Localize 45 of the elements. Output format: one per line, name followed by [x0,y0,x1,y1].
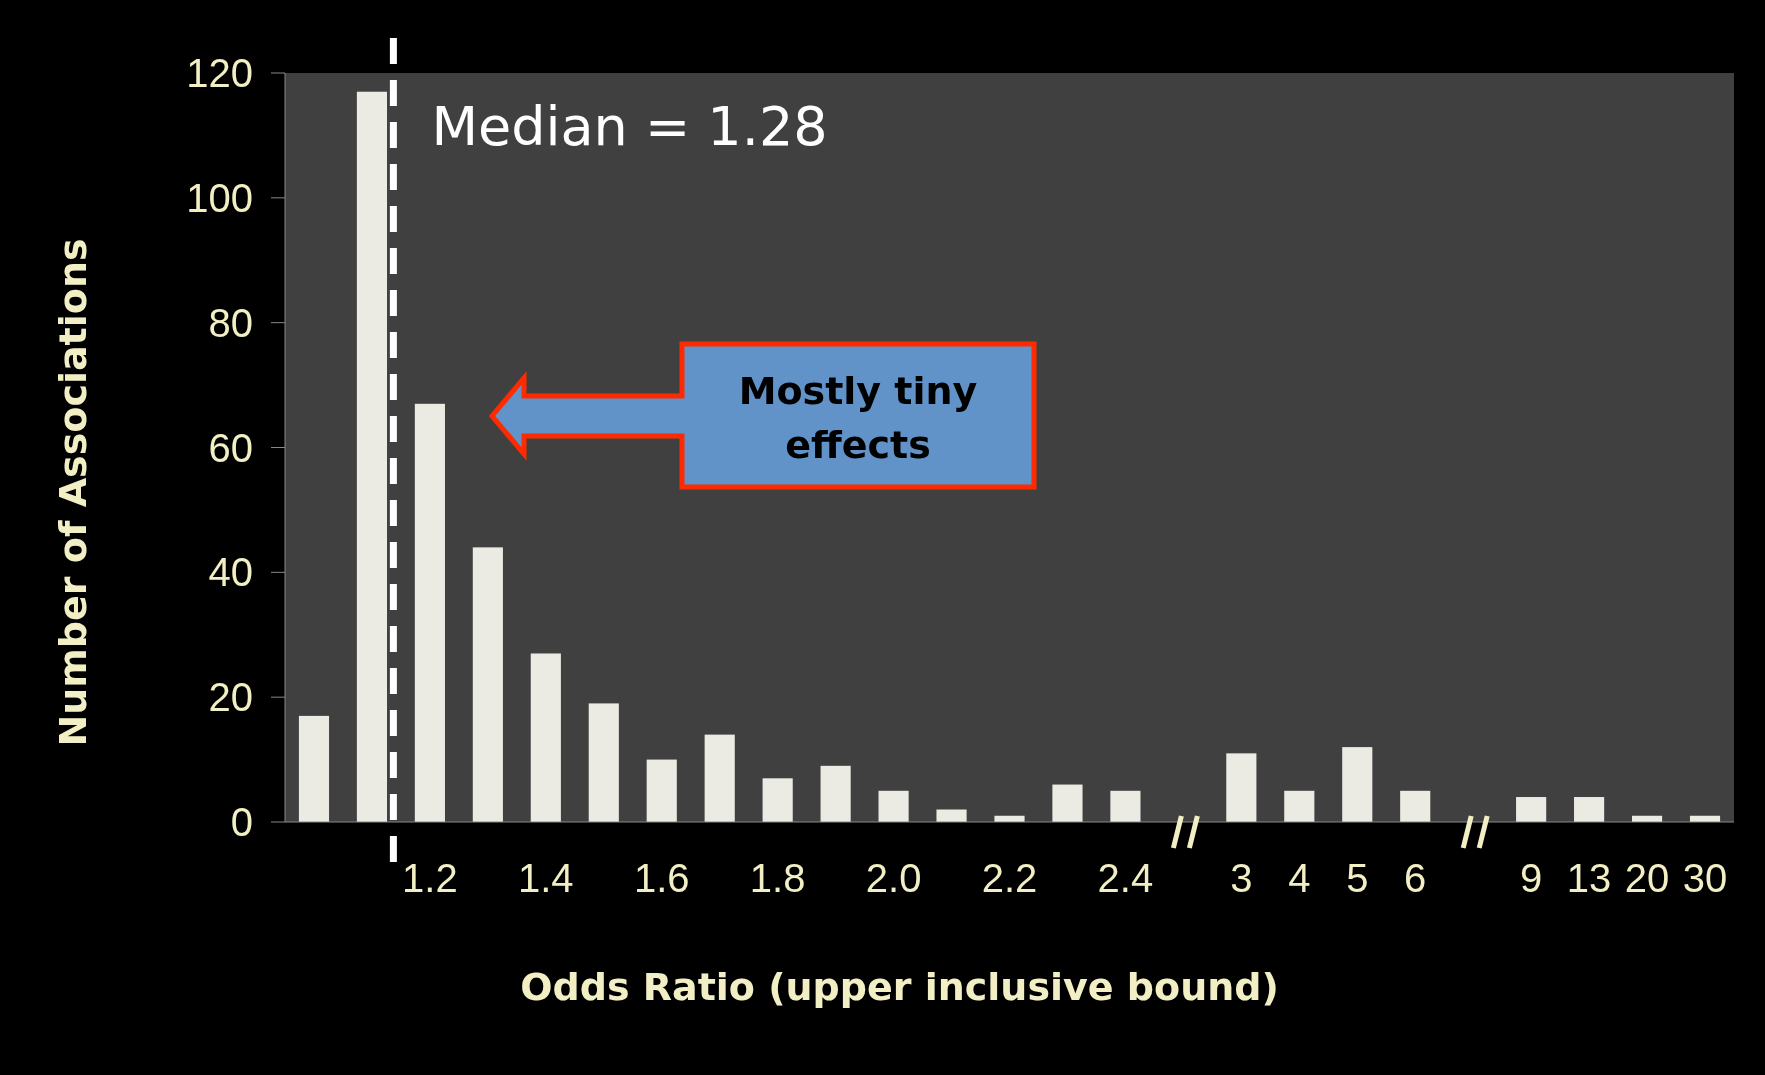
bar [936,809,967,822]
bar [646,759,677,822]
y-axis-title: Number of Associations [51,238,95,747]
x-tick-label: 30 [1682,856,1728,900]
x-tick-label: 2.2 [981,856,1038,900]
bar [820,765,851,822]
x-axis-title: Odds Ratio (upper inclusive bound) [520,965,1279,1009]
x-tick-label: 1.4 [518,856,574,900]
y-tick-label: 40 [208,550,253,595]
x-tick-label: 1.2 [402,856,458,900]
x-tick-label: 2.4 [1097,856,1154,900]
bar [1400,790,1431,822]
x-tick-label: 6 [1404,856,1427,900]
y-tick-label: 100 [186,175,253,220]
bar [704,734,735,822]
bar [1284,790,1315,822]
bar [588,703,619,822]
annotation: Median = 1.28 [431,95,828,158]
bar [1052,784,1083,822]
bar [1342,747,1373,822]
bar [298,715,330,822]
bar [762,778,793,822]
bar [530,653,561,822]
annotation: Mostly tiny effects [738,369,978,467]
bar [1574,797,1605,822]
x-tick-label: 5 [1346,856,1369,900]
bar [1226,753,1257,822]
x-tick-label: 20 [1624,856,1670,900]
x-tick-label: 2.0 [865,856,922,900]
x-tick-label: 9 [1520,856,1543,900]
bar [1110,790,1141,822]
x-tick-label: 3 [1230,856,1253,900]
bar [878,790,909,822]
bar [1516,797,1547,822]
bar [414,403,445,822]
x-tick-label: 1.8 [749,856,806,900]
y-tick-label: 80 [208,300,253,345]
y-tick-label: 60 [208,425,253,470]
y-tick-label: 120 [186,51,253,95]
y-tick-label: 20 [208,675,253,720]
x-tick-label: 1.6 [633,856,690,900]
y-tick-label: 0 [230,800,253,844]
x-tick-label: 4 [1288,856,1311,900]
x-tick-label: 13 [1566,856,1612,900]
bar [472,547,503,822]
